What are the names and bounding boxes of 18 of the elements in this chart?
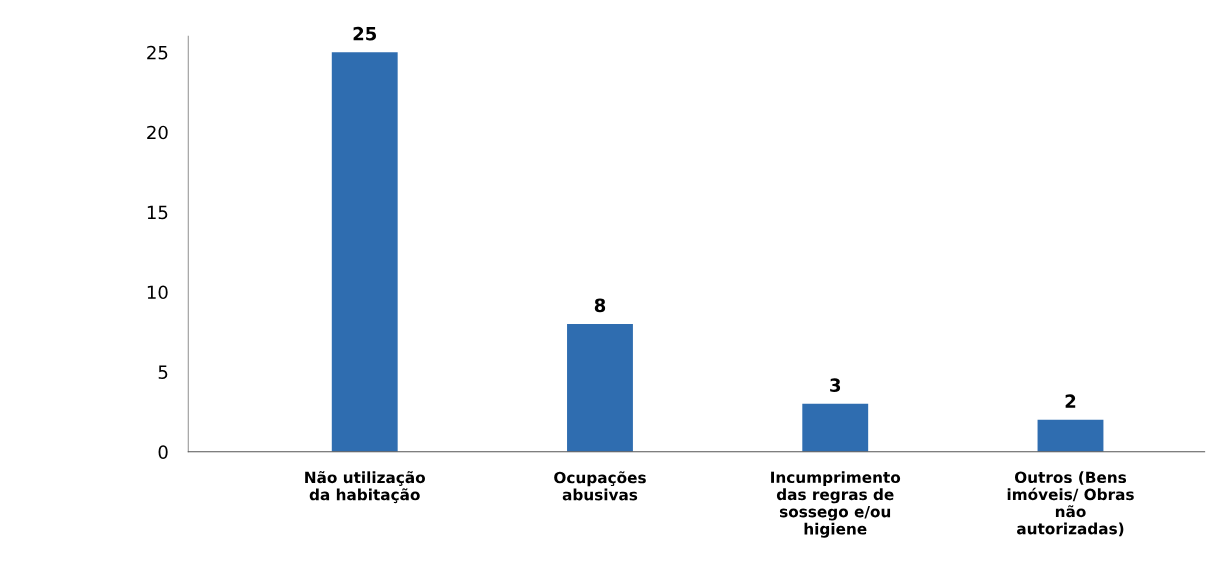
x-tick-label: Não utilização da habitação bbox=[305, 471, 426, 504]
data-label: 8 bbox=[594, 298, 606, 313]
data-label: 3 bbox=[830, 378, 841, 393]
x-tick-label: Outros (Bens imóveis/ Obras não autorizadas) bbox=[1007, 471, 1134, 537]
bar bbox=[567, 323, 633, 452]
y-tick-label: 10 bbox=[147, 285, 168, 300]
data-label: 2 bbox=[1065, 394, 1076, 408]
y-tick-label: 20 bbox=[147, 125, 168, 140]
y-tick-label: 15 bbox=[147, 205, 168, 220]
bar bbox=[802, 403, 869, 452]
y-tick-label: 5 bbox=[158, 365, 168, 380]
x-tick-label: Ocupações abusivas bbox=[554, 471, 646, 501]
data-label: 25 bbox=[353, 26, 377, 41]
y-tick-label: 25 bbox=[147, 45, 168, 60]
x-tick-label: Incumprimento das regras de sossego e/ou higiene bbox=[771, 471, 901, 538]
bar bbox=[331, 52, 398, 452]
y-tick-label: 0 bbox=[158, 445, 168, 459]
bar bbox=[1037, 419, 1104, 452]
